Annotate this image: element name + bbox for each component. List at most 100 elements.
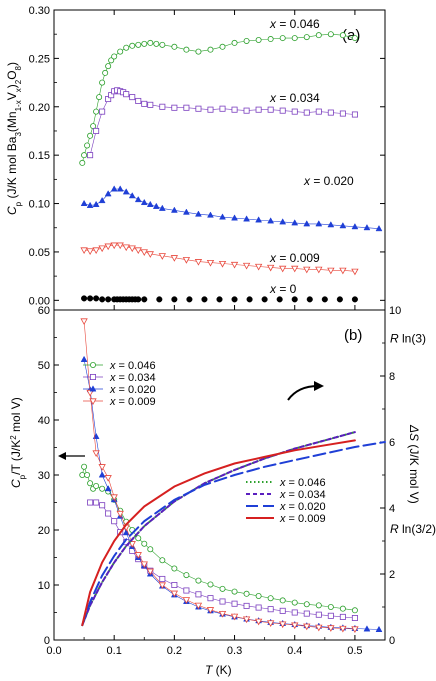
data-point: [352, 615, 357, 620]
legend-marker-symbol: [90, 374, 95, 379]
data-point: [172, 566, 177, 571]
data-point: [232, 215, 238, 220]
rln3-marker-label: R ln(3): [390, 332, 426, 346]
data-point: [232, 40, 237, 45]
data-point: [352, 269, 358, 274]
data-point: [141, 199, 147, 204]
data-point: [292, 35, 297, 40]
data-point: [307, 297, 313, 303]
data-point: [244, 263, 250, 268]
data-point: [304, 602, 309, 607]
data-point: [352, 224, 358, 229]
panel-a-label-x0009: x = 0.009: [269, 251, 320, 265]
data-point: [130, 43, 135, 48]
data-point: [93, 451, 99, 456]
legend-line-text: x = 0.046: [279, 477, 326, 489]
data-point: [208, 47, 213, 52]
panel-b-xtick-label: 0.0: [46, 645, 61, 657]
panel-a-x-ticks: [54, 10, 355, 310]
data-point: [124, 92, 129, 97]
panel-b-xtick-label: 0.2: [167, 645, 182, 657]
data-point: [142, 41, 147, 46]
data-point: [91, 124, 96, 129]
panel-b-ytick-left-label: 40: [38, 415, 50, 427]
data-point: [268, 607, 273, 612]
data-point: [268, 596, 273, 601]
panel-b-y-label-right: ΔS (J/K mol V): [407, 424, 421, 504]
data-point: [340, 223, 346, 228]
data-point: [94, 128, 99, 133]
data-point: [187, 297, 193, 303]
data-point: [135, 297, 141, 303]
panel-a-ytick-label: 0.30: [29, 5, 50, 17]
data-point: [100, 109, 105, 114]
legend-line-text: x = 0.009: [279, 513, 326, 525]
data-point: [195, 259, 201, 264]
data-point: [208, 107, 213, 112]
data-point: [94, 500, 99, 505]
data-point: [117, 511, 123, 516]
data-point: [81, 464, 86, 469]
panel-a-label-x0046: x = 0.046: [269, 17, 320, 31]
data-point: [106, 511, 111, 516]
rln32-marker-label: R ln(3/2): [390, 522, 436, 536]
data-point: [130, 548, 135, 553]
legend-cp-over-t: x = 0.046x = 0.034x = 0.020x = 0.009: [83, 360, 156, 408]
panel-b-ytick-left-label: 10: [38, 580, 50, 592]
legend-line-text: x = 0.020: [279, 501, 326, 513]
data-point: [268, 36, 273, 41]
data-point: [172, 105, 177, 110]
data-point: [280, 219, 286, 224]
data-point: [232, 297, 238, 303]
data-point: [304, 221, 310, 226]
data-point: [103, 70, 108, 75]
legend-marker-text: x = 0.009: [109, 396, 156, 408]
data-point: [202, 297, 208, 303]
data-point: [262, 297, 268, 303]
data-point: [244, 38, 249, 43]
data-point: [256, 593, 261, 598]
data-point: [220, 106, 225, 111]
panel-b-y-ticks-right: 0 2 4 6 8 10: [380, 305, 401, 647]
panel-a-series-2: [81, 186, 382, 231]
panel-a-ytick-label: 0.05: [29, 247, 50, 259]
panel-b-ytick-left-label: 30: [38, 470, 50, 482]
data-point: [340, 606, 345, 611]
data-point: [292, 297, 298, 303]
panel-a-frame: [54, 10, 385, 310]
panel-a-series-2-line: [84, 189, 379, 229]
data-point: [292, 600, 297, 605]
data-point: [172, 582, 177, 587]
data-point: [117, 186, 123, 191]
panel-b-entropy-curves: [82, 432, 385, 625]
data-point: [87, 296, 93, 302]
data-point: [328, 613, 333, 618]
data-point: [81, 200, 87, 205]
data-point: [100, 486, 105, 491]
panel-a-series: [80, 32, 382, 303]
data-point: [105, 476, 111, 481]
data-point: [268, 265, 274, 270]
data-point: [244, 108, 249, 113]
data-point: [81, 296, 87, 302]
data-point: [244, 591, 249, 596]
data-point: [100, 80, 105, 85]
data-point: [99, 297, 105, 303]
data-point: [340, 111, 345, 116]
data-point: [244, 603, 249, 608]
panel-b-xtick-label: 0.3: [227, 645, 242, 657]
data-point: [337, 297, 343, 303]
data-point: [172, 44, 177, 49]
data-point: [148, 40, 153, 45]
data-point: [304, 267, 310, 272]
panel-a-label-x0020: x = 0.020: [303, 174, 354, 188]
data-point: [376, 626, 382, 631]
data-point: [232, 601, 237, 606]
data-point: [196, 106, 201, 111]
data-point: [304, 110, 309, 115]
data-point: [232, 262, 238, 267]
data-point: [232, 589, 237, 594]
data-point: [328, 268, 334, 273]
data-point: [316, 33, 321, 38]
